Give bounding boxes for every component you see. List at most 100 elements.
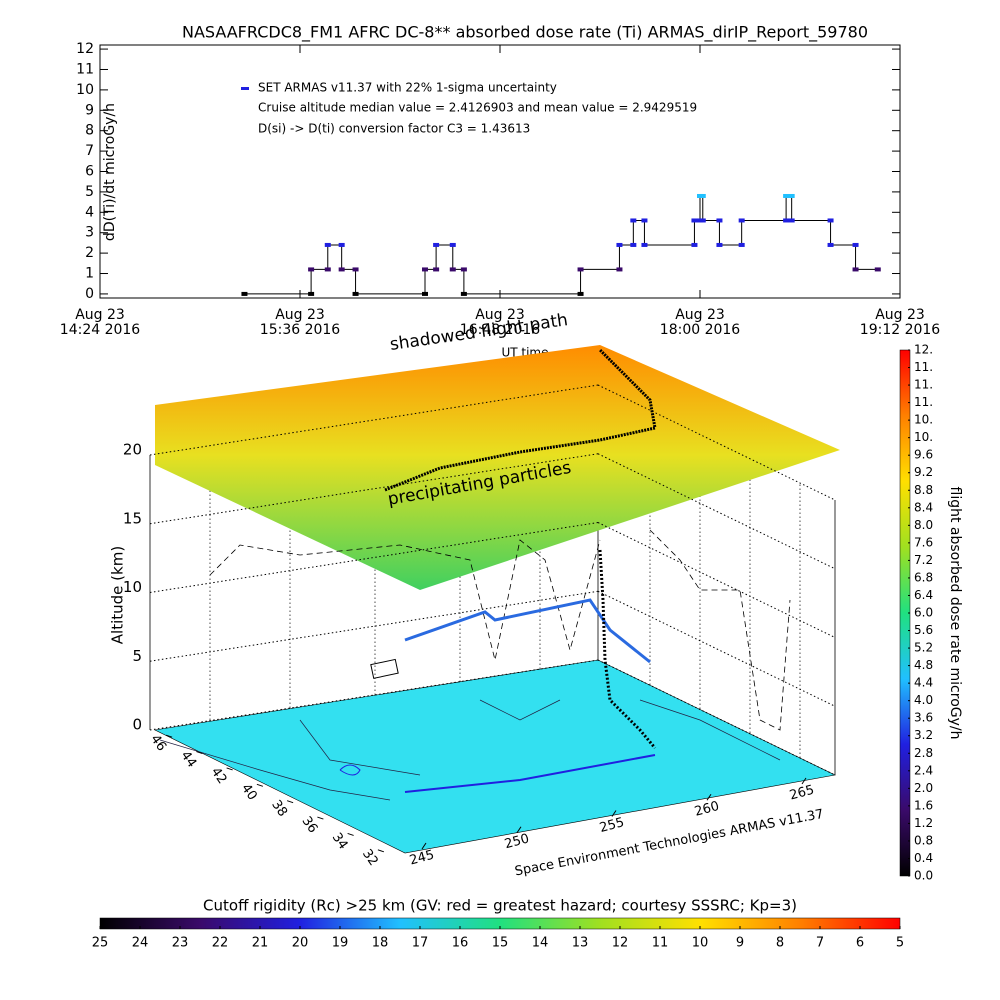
- data-point: [460, 291, 467, 296]
- z-tick-label: 0: [132, 716, 142, 734]
- y-tick-label: 42: [208, 765, 230, 787]
- x-tick-label: 255: [598, 815, 626, 836]
- data-point: [783, 218, 790, 223]
- colorbar-tick-label: 5: [896, 936, 904, 951]
- colorbar-tick-label: 1.2: [914, 816, 933, 830]
- y-tick: [286, 800, 294, 804]
- data-point: [630, 218, 637, 223]
- colorbar-tick-label: 25: [92, 936, 109, 951]
- data-point: [699, 193, 706, 198]
- data-point: [422, 267, 428, 272]
- y-tick: [226, 767, 233, 771]
- series-line: [244, 195, 878, 295]
- colorbar-tick-label: 2.8: [914, 746, 933, 760]
- legend-marker: [241, 87, 249, 90]
- colorbar-tick-label: 17: [412, 936, 429, 951]
- colorbar-tick-label: 11.: [914, 395, 933, 409]
- colorbar-tick-label: 19: [332, 936, 349, 951]
- colorbar-tick-label: 5.2: [914, 641, 933, 655]
- y-tick-label: 1: [85, 266, 94, 282]
- data-point: [852, 242, 859, 247]
- data-point: [788, 218, 795, 223]
- y-tick: [256, 783, 264, 787]
- colorbar-tick-label: 4.4: [914, 676, 933, 690]
- z-tick-label: 10: [123, 578, 142, 596]
- data-point: [338, 242, 345, 247]
- colorbar-tick-label: 7: [816, 936, 824, 951]
- y-tick-label: 44: [177, 748, 199, 770]
- data-point: [577, 267, 584, 272]
- x-tick-label: Aug 23 16:48 2016: [459, 307, 541, 338]
- y-tick-label: 8: [85, 123, 94, 139]
- data-point: [460, 267, 467, 272]
- data-point: [716, 242, 723, 247]
- colorbar-tick-label: 8: [776, 936, 784, 951]
- x-tick-label: Aug 23 18:00 2016: [659, 307, 741, 338]
- data-point: [324, 242, 331, 247]
- colorbar-tick-label: 10: [692, 936, 709, 951]
- data-point: [788, 193, 795, 198]
- colorbar-tick-label: 11.: [914, 378, 933, 392]
- colorbar-tick-label: 7.2: [914, 553, 933, 567]
- colorbar-tick-label: 4.0: [914, 693, 933, 707]
- y-tick-label: 40: [238, 781, 260, 803]
- y-tick-label: 38: [268, 798, 290, 820]
- x-tick-label: 245: [408, 848, 436, 869]
- z-tick-label: 15: [123, 509, 142, 527]
- x-tick-label: Aug 23 14:24 2016: [59, 307, 141, 338]
- y-axis-label: dD(Ti)/dt microGy/h: [102, 103, 118, 241]
- colorbar-tick-label: 13: [572, 936, 589, 951]
- colorbar-tick-label: 8.4: [914, 500, 933, 514]
- data-point: [827, 218, 834, 223]
- grid-line: [149, 590, 599, 662]
- colorbar-tick-label: 3.6: [914, 711, 933, 725]
- colorbar-tick-label: 4.8: [914, 658, 933, 672]
- y-tick-label: 11: [76, 61, 94, 77]
- data-point: [433, 267, 440, 272]
- data-point: [352, 291, 359, 296]
- colorbar-tick-label: 16: [452, 936, 469, 951]
- x-tick-label: Aug 23 19:12 2016: [859, 307, 941, 338]
- data-point: [874, 267, 881, 272]
- colorbar-tick-label: 24: [132, 936, 149, 951]
- colorbar-tick-label: 6.8: [914, 570, 933, 584]
- colorbar-tick-label: 3.2: [914, 728, 933, 742]
- data-point: [738, 242, 745, 247]
- plot-3d: shadowed flight path precipitating parti…: [109, 310, 840, 879]
- flight-path-vertical: [598, 549, 657, 749]
- x-tick-label: Aug 23 15:36 2016: [259, 307, 341, 338]
- y-tick: [196, 751, 203, 755]
- x-tick: [706, 793, 712, 801]
- shadow-paths: [209, 529, 791, 731]
- data-point: [630, 242, 637, 247]
- x-tick-label: 265: [788, 783, 816, 804]
- colorbar-tick-label: 0.0: [914, 869, 933, 883]
- data-point: [641, 218, 648, 223]
- x-tick-label: 260: [693, 799, 721, 820]
- y-tick-label: 2: [85, 245, 94, 261]
- colorbar-tick-label: 1.6: [914, 798, 933, 812]
- data-point: [783, 193, 790, 198]
- y-tick-label: 0: [85, 286, 94, 302]
- data-point: [577, 291, 584, 296]
- colorbar-tick-label: 14: [532, 936, 549, 951]
- data-point: [616, 267, 623, 272]
- data-point: [616, 242, 623, 247]
- data-point: [241, 291, 248, 296]
- y-tick-label: 7: [85, 143, 94, 159]
- colorbar-tick-label: 20: [292, 936, 309, 951]
- y-tick-label: 10: [76, 82, 94, 98]
- colorbar-tick-label: 12.: [914, 343, 933, 357]
- data-point: [852, 267, 859, 272]
- data-point: [691, 242, 698, 247]
- data-point: [308, 291, 315, 296]
- data-point: [449, 242, 456, 247]
- y-tick: [165, 734, 173, 738]
- shadowed-flight-path: [384, 348, 657, 492]
- x-tick: [611, 810, 617, 817]
- colorbar-tick-label: 22: [212, 936, 229, 951]
- colorbar-tick-label: 11: [652, 936, 669, 951]
- inset-marker: [370, 658, 399, 679]
